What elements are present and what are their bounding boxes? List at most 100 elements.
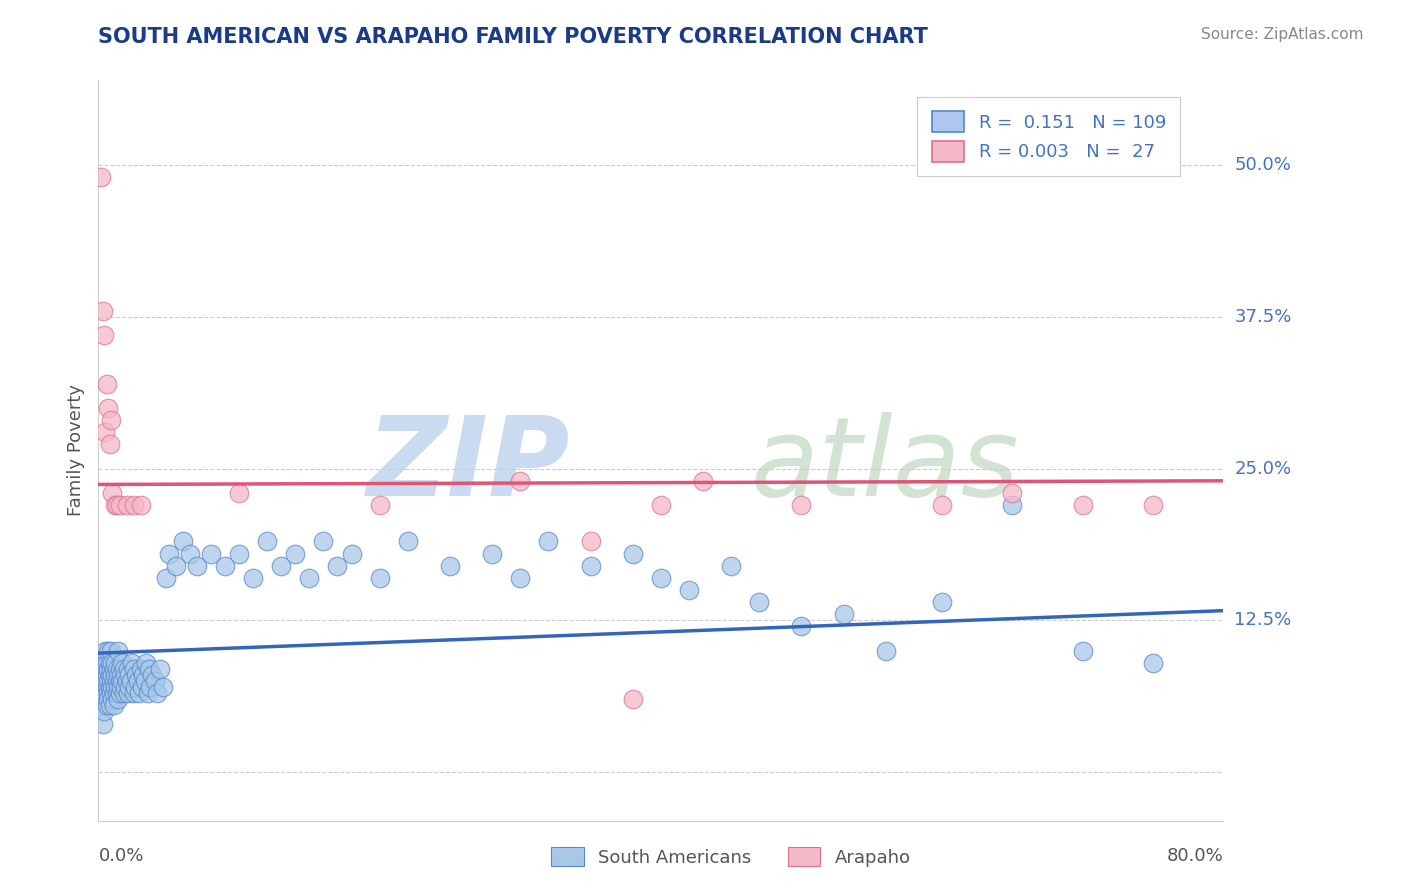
Point [98, 437, 121, 451]
Point [100, 413, 122, 427]
Point [91, 304, 114, 318]
Text: ZIP: ZIP [367, 412, 571, 519]
Point [101, 680, 124, 694]
Point [152, 680, 174, 694]
Point [94, 425, 117, 440]
Point [121, 656, 143, 670]
Text: 37.5%: 37.5% [1234, 308, 1292, 326]
Text: 25.0%: 25.0% [1234, 459, 1292, 477]
Point [1142, 656, 1164, 670]
Point [439, 558, 461, 573]
Point [90, 170, 112, 185]
Legend: R =  0.151   N = 109, R = 0.003   N =  27: R = 0.151 N = 109, R = 0.003 N = 27 [917, 96, 1181, 177]
Point [131, 680, 153, 694]
Point [1071, 644, 1094, 658]
Point [105, 674, 128, 689]
Point [298, 571, 321, 585]
Point [97, 662, 120, 676]
Text: 80.0%: 80.0% [1167, 847, 1223, 865]
Point [91, 716, 114, 731]
Text: 12.5%: 12.5% [1234, 611, 1292, 630]
Point [101, 692, 124, 706]
Point [678, 582, 700, 597]
Point [104, 498, 127, 512]
Point [105, 686, 128, 700]
Point [134, 674, 156, 689]
Point [105, 662, 128, 676]
Point [93, 705, 115, 719]
Point [93, 692, 115, 706]
Point [579, 558, 602, 573]
Point [111, 656, 134, 670]
Text: atlas: atlas [751, 412, 1019, 519]
Point [124, 680, 146, 694]
Point [481, 547, 503, 561]
Point [98, 656, 121, 670]
Point [256, 534, 278, 549]
Point [108, 498, 131, 512]
Point [875, 644, 897, 658]
Point [129, 498, 152, 512]
Point [115, 674, 138, 689]
Point [396, 534, 419, 549]
Point [93, 328, 115, 343]
Point [242, 571, 264, 585]
Point [650, 498, 672, 512]
Point [1142, 498, 1164, 512]
Point [931, 595, 953, 609]
Point [1001, 486, 1024, 500]
Point [214, 558, 236, 573]
Text: 0.0%: 0.0% [98, 847, 143, 865]
Point [98, 698, 121, 713]
Point [228, 486, 250, 500]
Point [112, 686, 135, 700]
Point [692, 474, 714, 488]
Point [326, 558, 349, 573]
Point [720, 558, 742, 573]
Point [96, 656, 118, 670]
Point [114, 668, 136, 682]
Point [100, 686, 122, 700]
Point [101, 656, 124, 670]
Point [284, 547, 307, 561]
Point [108, 674, 131, 689]
Point [108, 662, 131, 676]
Point [186, 558, 208, 573]
Point [790, 619, 813, 633]
Point [135, 656, 157, 670]
Point [110, 668, 132, 682]
Point [107, 668, 129, 682]
Point [165, 558, 187, 573]
Point [98, 668, 121, 682]
Point [94, 674, 117, 689]
Text: 50.0%: 50.0% [1234, 156, 1291, 174]
Point [96, 680, 118, 694]
Point [94, 686, 117, 700]
Point [105, 498, 128, 512]
Point [509, 474, 531, 488]
Point [96, 698, 118, 713]
Point [103, 686, 125, 700]
Point [104, 668, 127, 682]
Point [340, 547, 363, 561]
Point [93, 656, 115, 670]
Point [128, 686, 150, 700]
Point [114, 680, 136, 694]
Point [103, 662, 125, 676]
Point [149, 662, 172, 676]
Point [98, 680, 121, 694]
Point [138, 662, 160, 676]
Point [94, 668, 117, 682]
Legend: South Americans, Arapaho: South Americans, Arapaho [544, 840, 918, 874]
Point [621, 547, 644, 561]
Point [97, 692, 120, 706]
Point [97, 644, 120, 658]
Point [117, 662, 139, 676]
Point [96, 376, 118, 391]
Point [368, 498, 391, 512]
Point [132, 668, 155, 682]
Point [129, 662, 152, 676]
Point [100, 662, 122, 676]
Point [118, 668, 141, 682]
Point [621, 692, 644, 706]
